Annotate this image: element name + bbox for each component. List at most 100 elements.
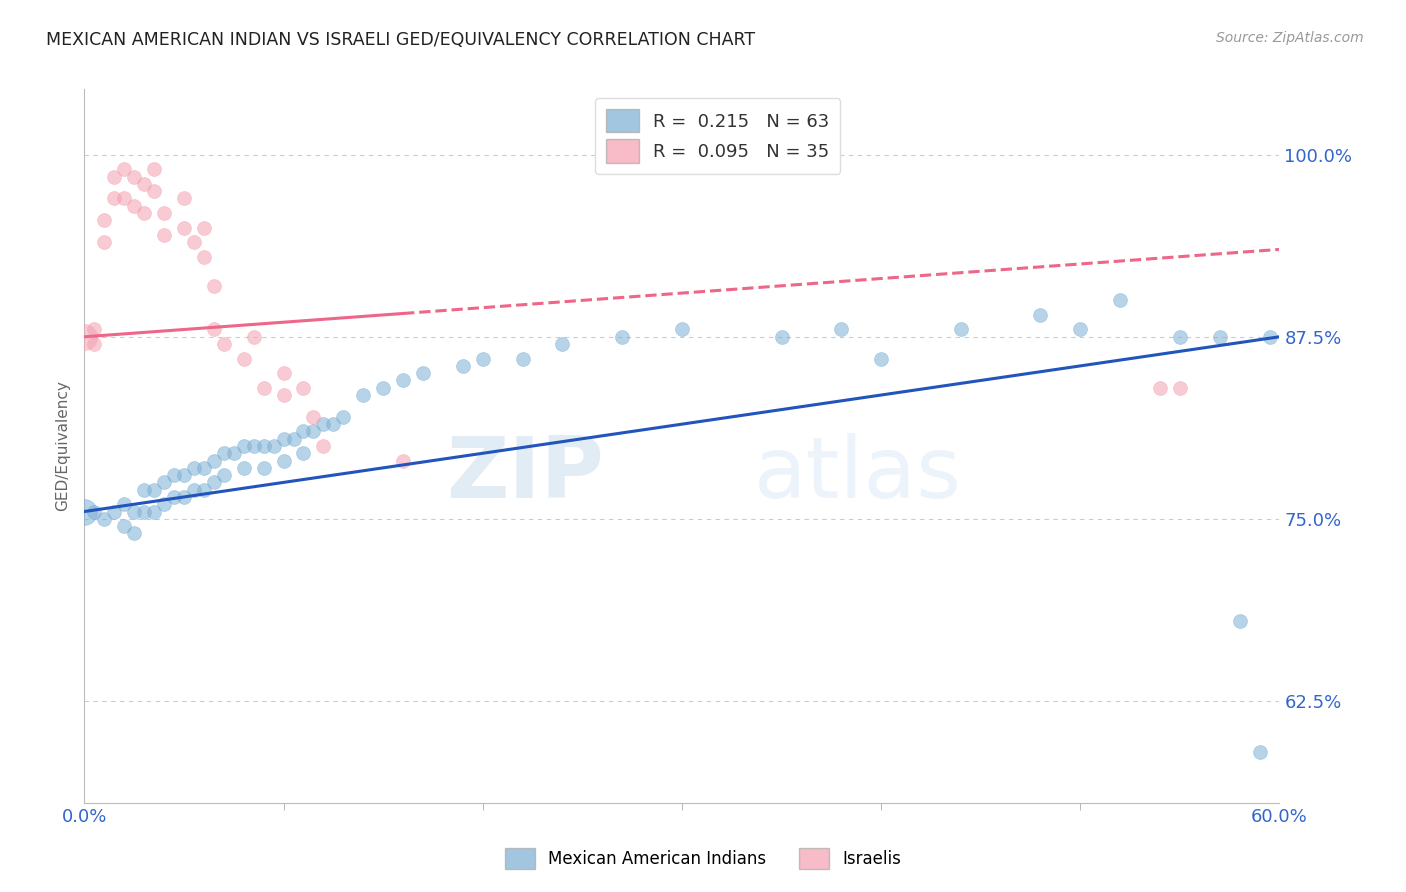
- Point: [1168, 381, 1191, 395]
- Point: [612, 330, 634, 344]
- Point: [183, 460, 205, 475]
- Point: [163, 468, 186, 483]
- Point: [112, 162, 135, 177]
- Point: [153, 206, 176, 220]
- Point: [830, 322, 852, 336]
- Point: [870, 351, 893, 366]
- Point: [312, 439, 335, 453]
- Point: [671, 322, 693, 336]
- Text: MEXICAN AMERICAN INDIAN VS ISRAELI GED/EQUIVALENCY CORRELATION CHART: MEXICAN AMERICAN INDIAN VS ISRAELI GED/E…: [46, 31, 755, 49]
- Point: [1258, 330, 1281, 344]
- Text: Source: ZipAtlas.com: Source: ZipAtlas.com: [1216, 31, 1364, 45]
- Point: [163, 490, 186, 504]
- Point: [173, 191, 195, 205]
- Point: [770, 330, 793, 344]
- Point: [253, 381, 276, 395]
- Point: [332, 409, 354, 424]
- Point: [232, 439, 254, 453]
- Legend: Mexican American Indians, Israelis: Mexican American Indians, Israelis: [495, 838, 911, 880]
- Point: [143, 184, 166, 198]
- Point: [232, 351, 254, 366]
- Point: [73, 504, 96, 518]
- Point: [132, 483, 156, 497]
- Point: [471, 351, 494, 366]
- Point: [1249, 745, 1271, 759]
- Point: [392, 374, 415, 388]
- Point: [312, 417, 335, 432]
- Point: [143, 162, 166, 177]
- Point: [1069, 322, 1091, 336]
- Point: [193, 220, 215, 235]
- Point: [93, 213, 115, 227]
- Point: [153, 227, 176, 242]
- Point: [173, 468, 195, 483]
- Point: [292, 446, 315, 460]
- Point: [132, 206, 156, 220]
- Point: [412, 366, 434, 380]
- Point: [103, 169, 125, 184]
- Point: [212, 446, 235, 460]
- Point: [292, 425, 315, 439]
- Point: [103, 504, 125, 518]
- Point: [253, 460, 276, 475]
- Point: [1209, 330, 1232, 344]
- Point: [183, 235, 205, 249]
- Point: [202, 453, 225, 467]
- Point: [451, 359, 474, 373]
- Point: [112, 519, 135, 533]
- Point: [273, 388, 295, 402]
- Point: [212, 468, 235, 483]
- Point: [73, 330, 96, 344]
- Point: [232, 460, 254, 475]
- Point: [273, 432, 295, 446]
- Point: [103, 191, 125, 205]
- Point: [173, 490, 195, 504]
- Point: [122, 199, 145, 213]
- Point: [193, 250, 215, 264]
- Point: [1109, 293, 1132, 308]
- Point: [93, 235, 115, 249]
- Text: atlas: atlas: [754, 433, 962, 516]
- Point: [283, 432, 305, 446]
- Point: [122, 169, 145, 184]
- Point: [202, 475, 225, 490]
- Point: [93, 512, 115, 526]
- Point: [273, 453, 295, 467]
- Legend: R =  0.215   N = 63, R =  0.095   N = 35: R = 0.215 N = 63, R = 0.095 N = 35: [595, 98, 841, 174]
- Point: [112, 191, 135, 205]
- Point: [193, 483, 215, 497]
- Point: [153, 475, 176, 490]
- Point: [83, 322, 105, 336]
- Point: [273, 366, 295, 380]
- Point: [512, 351, 534, 366]
- Point: [212, 337, 235, 351]
- Point: [551, 337, 574, 351]
- Point: [202, 322, 225, 336]
- Point: [242, 439, 264, 453]
- Point: [193, 460, 215, 475]
- Point: [1029, 308, 1052, 322]
- Point: [122, 504, 145, 518]
- Point: [373, 381, 395, 395]
- Point: [122, 526, 145, 541]
- Point: [143, 483, 166, 497]
- Text: ZIP: ZIP: [447, 433, 605, 516]
- Point: [302, 425, 325, 439]
- Point: [132, 177, 156, 191]
- Point: [263, 439, 285, 453]
- Point: [322, 417, 344, 432]
- Y-axis label: GED/Equivalency: GED/Equivalency: [55, 381, 70, 511]
- Point: [292, 381, 315, 395]
- Point: [183, 483, 205, 497]
- Point: [202, 278, 225, 293]
- Point: [112, 497, 135, 511]
- Point: [83, 337, 105, 351]
- Point: [132, 504, 156, 518]
- Point: [1229, 614, 1251, 628]
- Point: [153, 497, 176, 511]
- Point: [242, 330, 264, 344]
- Point: [173, 220, 195, 235]
- Point: [222, 446, 245, 460]
- Point: [1149, 381, 1171, 395]
- Point: [253, 439, 276, 453]
